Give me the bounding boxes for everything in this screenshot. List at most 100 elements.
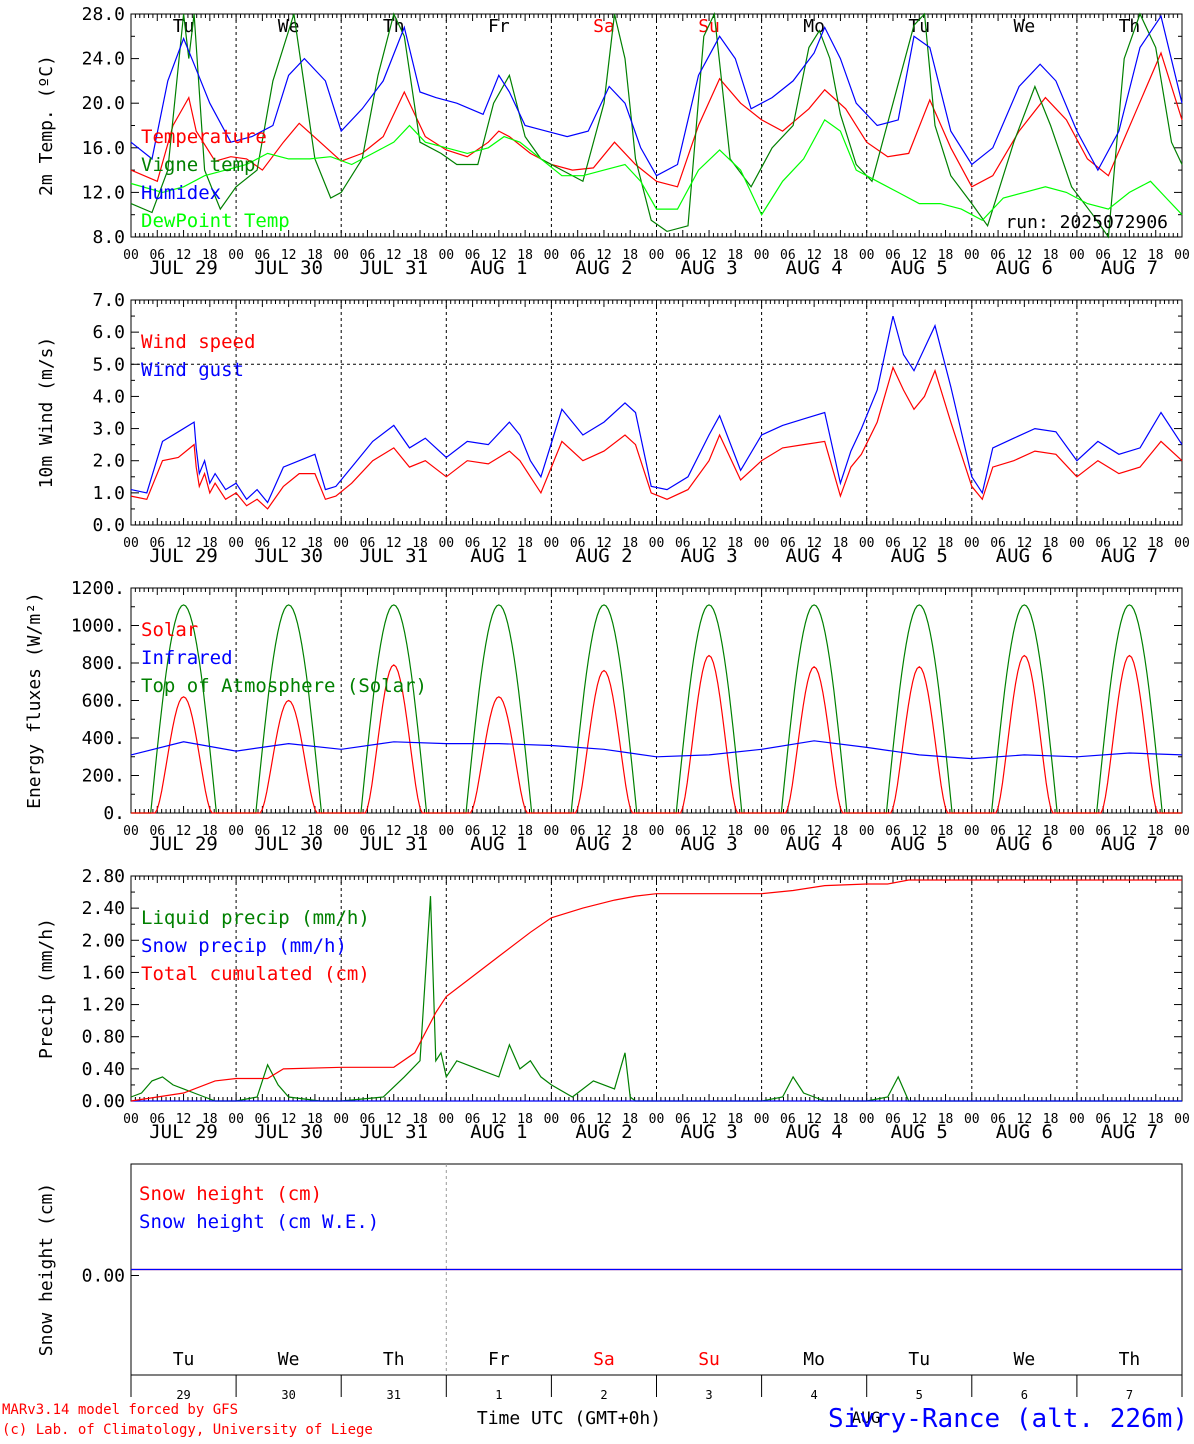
hour-tick-label: 18 [938,536,954,551]
hour-tick-label: 06 [255,536,271,551]
date-label: JUL 31 [359,833,428,855]
hour-tick-label: 06 [885,536,901,551]
legend-entry: Vigne temp [141,154,255,176]
hour-tick-label: 06 [360,1112,376,1127]
hour-tick-label: 00 [333,1112,349,1127]
day-number-label: 31 [387,1388,401,1402]
hour-tick-label: 00 [333,248,349,263]
hour-tick-label: 00 [964,248,980,263]
plot-series-group [130,11,1183,239]
model-credit-line2: (c) Lab. of Climatology, University of L… [2,1422,373,1438]
model-credit-line1: MARv3.14 model forced by GFS [2,1402,238,1418]
date-label: AUG 6 [996,1121,1053,1143]
date-label: JUL 31 [359,1121,428,1143]
date-label: AUG 6 [996,833,1053,855]
legend-entry: Snow height (cm W.E.) [139,1211,379,1233]
hour-tick-label: 00 [964,1112,980,1127]
y-axis-title: 10m Wind (m/s) [36,337,57,489]
hour-tick-label: 06 [465,248,481,263]
panel-3: 00 06 12 18 00 06 12 18 00 06 12 18 00 06 12 18 00 06 12 18… [24,578,1190,855]
day-number-label: 1 [495,1388,502,1402]
hour-tick-label: 06 [1095,824,1111,839]
y-tick-label: 7.0 [92,290,125,311]
hour-tick-label: 06 [360,824,376,839]
humidex-line [130,14,1183,177]
date-label: AUG 3 [680,545,737,567]
y-tick-label: 1000. [71,616,125,637]
legend-entry: Wind gust [141,359,244,381]
solar-line [131,654,1182,814]
day-number-label: 29 [176,1388,190,1402]
y-axis-title: Snow height (cm) [36,1183,57,1356]
plot-frame [130,299,1183,526]
hour-tick-label: 06 [360,536,376,551]
weekday-label: We [1014,16,1036,37]
date-label: AUG 1 [470,833,527,855]
hour-tick-label: 06 [360,248,376,263]
hour-tick-label: 18 [727,824,743,839]
hour-tick-label: 06 [675,536,691,551]
hour-tick-label: 00 [754,1112,770,1127]
total-cumulated-cm--line [130,879,1182,1102]
date-label: AUG 7 [1101,257,1158,279]
y-tick-label: 2.80 [82,866,125,887]
hour-tick-label: 18 [622,248,638,263]
hour-tick-label: 00 [859,248,875,263]
hour-tick-label: 00 [1069,824,1085,839]
date-label: AUG 2 [575,545,632,567]
weekday-label: We [278,16,300,37]
weekday-label: Fr [488,16,510,37]
day-name-label: Tu [173,1349,195,1370]
hour-tick-label: 00 [228,248,244,263]
hour-tick-label: 12 [701,824,717,839]
hour-tick-label: 00 [649,824,665,839]
hour-tick-label: 12 [491,536,507,551]
hour-tick-label: 18 [202,248,218,263]
y-tick-label: 4.0 [92,386,125,407]
date-label: AUG 5 [891,545,948,567]
date-label: AUG 5 [891,1121,948,1143]
plot-series-group [130,879,1182,1102]
hour-tick-label: 00 [1069,536,1085,551]
date-label: JUL 30 [254,545,323,567]
hour-tick-label: 18 [1043,824,1059,839]
hour-tick-label: 06 [990,824,1006,839]
y-tick-label: 800. [82,653,125,674]
hour-tick-label: 18 [833,248,849,263]
hour-tick-label: 06 [1095,248,1111,263]
date-label: JUL 30 [254,1121,323,1143]
hour-tick-label: 00 [438,248,454,263]
hour-tick-label: 18 [727,1112,743,1127]
month-label: AUG [852,1408,881,1427]
hour-tick-label: 18 [727,248,743,263]
y-tick-label: 6.0 [92,322,125,343]
wind-gust-line [130,315,1183,504]
hour-tick-label: 06 [149,824,165,839]
weekday-label: Th [383,16,405,37]
legend-entry: Snow precip (mm/h) [141,935,347,957]
hour-tick-label: 00 [544,824,560,839]
plot-series-group [130,315,1183,510]
hour-tick-label: 12 [806,1112,822,1127]
plot-frame [130,13,1183,238]
y-tick-label: 0.40 [82,1059,125,1080]
hour-tick-label: 06 [149,248,165,263]
y-tick-label: 8.0 [92,227,125,248]
hour-tick-label: 12 [386,1112,402,1127]
hour-tick-label: 12 [701,248,717,263]
y-tick-label: 5.0 [92,354,125,375]
hour-tick-label: 00 [1069,1112,1085,1127]
hour-tick-label: 00 [1174,1112,1190,1127]
hour-tick-label: 12 [911,824,927,839]
hour-tick-label: 18 [307,1112,323,1127]
y-tick-label: 1.0 [92,483,125,504]
hour-tick-label: 00 [1174,536,1190,551]
legend-entry: Top of Atmosphere (Solar) [141,675,427,697]
hour-tick-label: 00 [333,536,349,551]
day-number-label: 2 [600,1388,607,1402]
hour-tick-label: 12 [491,824,507,839]
hour-tick-label: 00 [228,824,244,839]
hour-tick-label: 00 [859,536,875,551]
